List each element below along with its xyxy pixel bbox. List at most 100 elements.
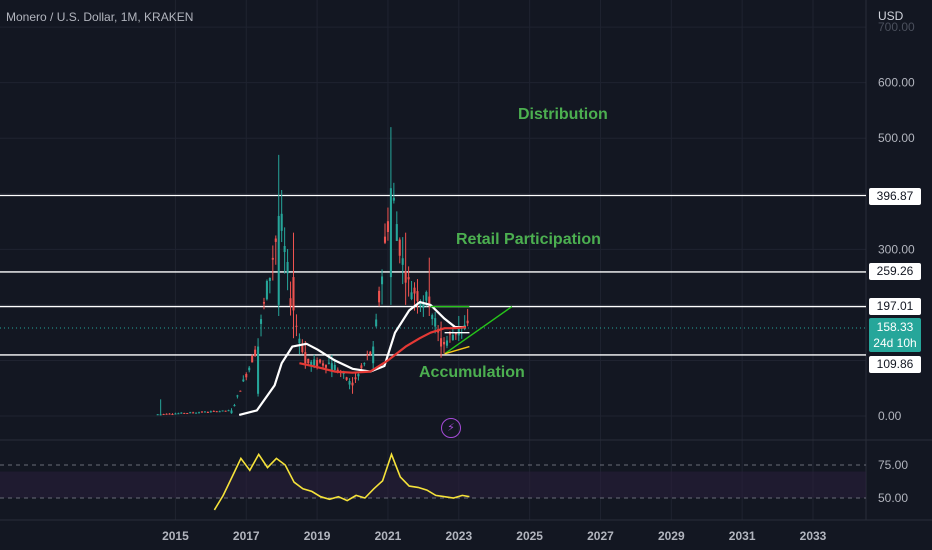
candle-body — [183, 412, 186, 414]
time-tick-label: 2015 — [162, 529, 189, 543]
candle-body — [319, 359, 322, 363]
candle-body — [200, 411, 204, 413]
candle-body — [257, 346, 260, 394]
candle-body — [262, 302, 266, 304]
candle-body — [431, 315, 434, 320]
candle-body — [298, 338, 301, 344]
candle-body — [354, 377, 357, 380]
candle-body — [248, 367, 251, 371]
time-tick-label: 2017 — [233, 529, 260, 543]
candle-body — [289, 298, 292, 307]
last-price-badge[interactable]: 158.33 24d 10h — [869, 318, 921, 352]
candle-body — [425, 292, 428, 301]
rsi-tick-label: 75.00 — [878, 458, 908, 472]
candle-body — [351, 382, 354, 386]
candle-body — [404, 271, 407, 283]
level-label-396[interactable]: 396.87 — [869, 188, 921, 205]
candle-body — [251, 355, 254, 363]
time-tick-label: 2021 — [375, 529, 402, 543]
trendline-accumulation-line — [444, 345, 470, 355]
level-label-197[interactable]: 197.01 — [869, 298, 921, 315]
candle-body — [451, 334, 454, 341]
candle-body — [174, 413, 177, 415]
candle-body — [307, 358, 310, 364]
symbol-title: Monero / U.S. Dollar, 1M, KRAKEN — [6, 10, 194, 24]
candle-body — [375, 319, 378, 327]
candle-body — [230, 410, 233, 414]
candle-body — [259, 319, 263, 324]
annotation-distribution: Distribution — [518, 106, 608, 123]
currency-label: USD — [878, 9, 904, 23]
candle-body — [442, 341, 446, 345]
candle-body — [198, 412, 201, 414]
candle-body — [286, 261, 289, 274]
candle-body — [295, 325, 298, 327]
candle-body — [280, 213, 283, 231]
candle-body — [203, 411, 206, 413]
candle-body — [416, 291, 419, 302]
candle-body — [428, 296, 431, 305]
candle-body — [304, 352, 307, 364]
candle-body — [333, 364, 336, 371]
candle-body — [292, 277, 295, 311]
last-price-value: 158.33 — [876, 320, 914, 334]
candle-body — [189, 412, 192, 414]
level-label-109[interactable]: 109.86 — [869, 356, 921, 373]
candle-body — [171, 413, 174, 415]
candle-body — [324, 364, 327, 368]
annotation-accumulation: Accumulation — [419, 364, 525, 381]
candle-body — [457, 328, 460, 336]
time-tick-label: 2019 — [304, 529, 331, 543]
candle-body — [245, 373, 248, 378]
time-tick-label: 2027 — [587, 529, 614, 543]
candle-body — [277, 215, 280, 305]
candle-body — [192, 412, 195, 414]
time-tick-label: 2023 — [445, 529, 472, 543]
candle-body — [180, 412, 183, 414]
candle-body — [360, 365, 363, 369]
candle-body — [419, 301, 422, 307]
candle-body — [209, 411, 212, 413]
candle-body — [454, 332, 457, 335]
time-tick-label: 2031 — [729, 529, 756, 543]
candle-body — [445, 340, 449, 346]
candle-body — [227, 410, 230, 412]
candle-body — [348, 380, 351, 385]
candle-body — [236, 395, 239, 397]
price-tick-label: 600.00 — [878, 76, 915, 90]
candle-body — [381, 276, 384, 285]
candle-body — [186, 413, 189, 415]
candle-body — [434, 318, 437, 327]
candle-body — [283, 245, 286, 253]
candle-body — [177, 413, 180, 415]
lightning-icon[interactable]: ⚡ — [441, 418, 461, 438]
level-label-259[interactable]: 259.26 — [869, 263, 921, 280]
candle-body — [313, 359, 316, 366]
price-tick-label: 0.00 — [878, 409, 902, 423]
rsi-tick-label: 50.00 — [878, 491, 908, 505]
candle-body — [330, 363, 333, 372]
price-tick-label: 700.00 — [878, 20, 915, 34]
candle-body — [265, 280, 268, 300]
candle-body — [410, 292, 413, 300]
candle-body — [386, 221, 389, 232]
candle-body — [254, 349, 257, 356]
candle-body — [233, 405, 236, 407]
candle-body — [401, 258, 404, 265]
time-tick-label: 2033 — [800, 529, 827, 543]
annotation-retail: Retail Participation — [456, 231, 601, 248]
candle-body — [363, 363, 366, 365]
candle-body — [162, 414, 165, 416]
candle-body — [159, 414, 162, 416]
candle-body — [215, 411, 218, 413]
candle-body — [422, 303, 425, 308]
candle-body — [195, 412, 198, 414]
candle-body — [407, 277, 410, 280]
time-tick-label: 2029 — [658, 529, 685, 543]
candle-body — [321, 363, 325, 366]
candle-body — [165, 413, 168, 415]
candle-body — [310, 361, 313, 367]
candle-body — [239, 390, 242, 392]
candle-body — [378, 290, 381, 303]
